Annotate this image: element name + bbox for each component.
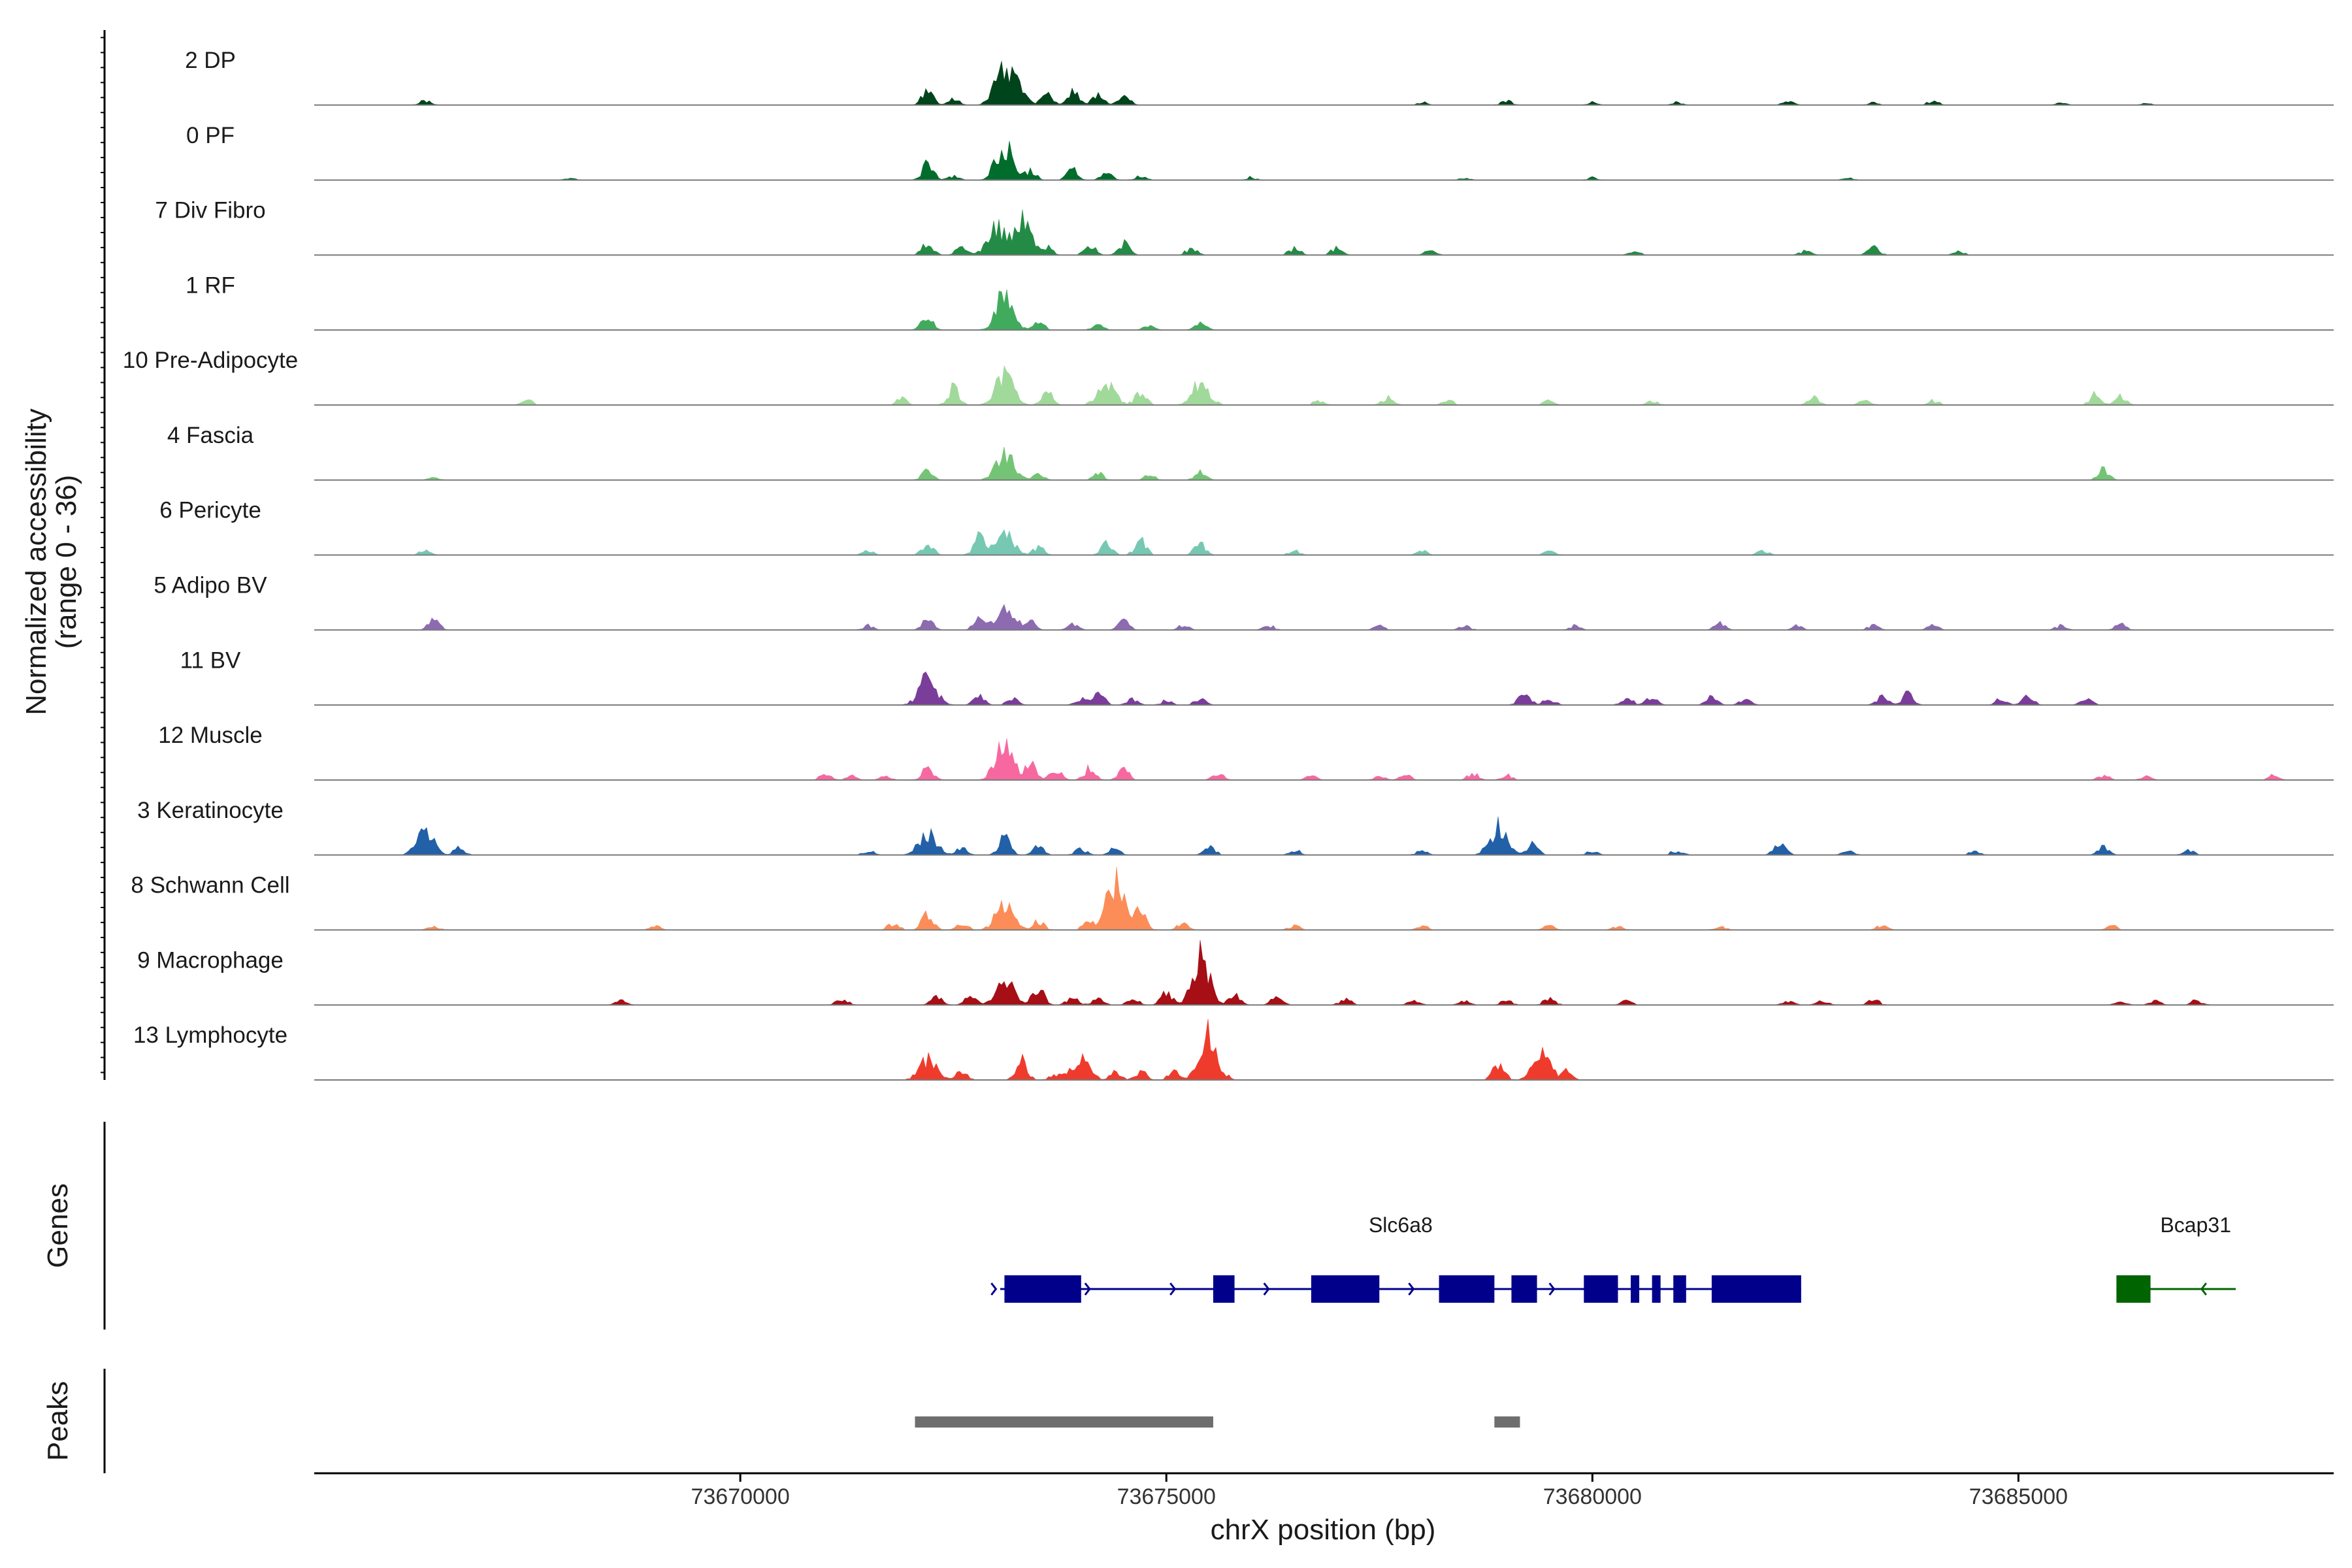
track-label: 4 Fascia — [167, 423, 254, 448]
track-label: 8 Schwann Cell — [131, 873, 289, 898]
gene-exon — [1511, 1275, 1537, 1303]
coverage-area — [314, 1019, 2334, 1081]
coverage-track: 3 Keratinocyte — [137, 798, 2334, 856]
gene-exon — [1711, 1275, 1801, 1303]
gene-model: Slc6a8 — [990, 1213, 1801, 1303]
gene-name-label: Bcap31 — [2160, 1213, 2231, 1237]
coverage-track: 13 Lymphocyte — [133, 1019, 2334, 1081]
strand-arrow — [1548, 1282, 1556, 1296]
gene-exon — [1652, 1275, 1661, 1303]
coverage-track: 2 DP — [185, 48, 2334, 106]
coverage-track: 4 Fascia — [167, 423, 2334, 481]
coverage-area — [314, 816, 2334, 855]
coverage-area — [314, 939, 2334, 1005]
strand-arrow — [1169, 1282, 1177, 1296]
track-label: 1 RF — [186, 272, 235, 298]
strand-arrow — [1408, 1282, 1415, 1296]
coverage-area — [314, 529, 2334, 555]
coverage-track: 0 PF — [186, 123, 2334, 181]
coverage-area — [314, 866, 2334, 930]
y-axis-title: Normalized accessibility — [20, 408, 52, 715]
coverage-track: 9 Macrophage — [137, 939, 2334, 1006]
coverage-track: 12 Muscle — [158, 723, 2334, 781]
track-label: 3 Keratinocyte — [137, 798, 284, 823]
coverage-track: 11 BV — [180, 647, 2334, 706]
coverage-area — [314, 671, 2334, 706]
coverage-area — [314, 289, 2334, 331]
peaks-panel: Peaks — [42, 1369, 1520, 1473]
coverage-area — [314, 738, 2334, 781]
coverage-tracks: 2 DP 0 PF 7 Div Fibro 1 RF 10 Pre-Adipocyte 4… — [123, 48, 2334, 1081]
track-label: 2 DP — [185, 48, 236, 73]
strand-arrow — [1604, 1282, 1611, 1296]
peak-region — [1494, 1416, 1520, 1428]
track-label: 13 Lymphocyte — [133, 1022, 287, 1048]
coverage-track: 5 Adipo BV — [154, 573, 2334, 631]
x-tick-label: 73685000 — [1969, 1484, 2068, 1509]
track-label: 6 Pericyte — [159, 498, 261, 523]
strand-arrow — [990, 1282, 998, 1296]
peaks-panel-label: Peaks — [42, 1381, 74, 1461]
track-label: 11 BV — [180, 647, 241, 673]
gene-exon — [1004, 1275, 1081, 1303]
gene-model: Bcap31 — [2116, 1213, 2236, 1303]
gene-exon — [1673, 1275, 1686, 1303]
track-label: 0 PF — [186, 123, 235, 148]
coverage-track: 7 Div Fibro — [155, 198, 2334, 256]
x-tick-label: 73670000 — [691, 1484, 789, 1509]
coverage-track: 1 RF — [186, 272, 2334, 331]
genes-panel-label: Genes — [42, 1183, 74, 1268]
coverage-track: 10 Pre-Adipocyte — [123, 348, 2334, 406]
y-axis-range-label: (range 0 - 36) — [50, 475, 82, 649]
coverage-track: 8 Schwann Cell — [131, 866, 2334, 931]
coverage-area — [314, 61, 2334, 106]
coverage-area — [314, 140, 2334, 180]
gene-exon — [1311, 1275, 1380, 1303]
gene-exon — [1584, 1275, 1618, 1303]
track-label: 5 Adipo BV — [154, 573, 267, 598]
x-axis: 73670000 73675000 73680000 73685000 chrX po… — [314, 1472, 2334, 1546]
track-label: 12 Muscle — [158, 723, 263, 748]
coverage-area — [314, 209, 2334, 255]
coverage-area — [314, 604, 2334, 630]
track-label: 7 Div Fibro — [155, 198, 265, 223]
strand-arrow — [1084, 1282, 1091, 1296]
gene-exon — [2116, 1275, 2151, 1303]
x-axis-title: chrX position (bp) — [1211, 1514, 1436, 1546]
track-label: 9 Macrophage — [137, 947, 284, 973]
gene-exon — [1439, 1275, 1495, 1303]
coverage-track: 6 Pericyte — [159, 498, 2334, 556]
coverage-area — [314, 365, 2334, 406]
track-label: 10 Pre-Adipocyte — [123, 348, 298, 373]
gene-exon — [1213, 1275, 1235, 1303]
x-tick-label: 73675000 — [1117, 1484, 1216, 1509]
coverage-area — [314, 446, 2334, 481]
gene-name-label: Slc6a8 — [1369, 1213, 1433, 1237]
strand-arrow — [1263, 1282, 1270, 1296]
x-tick-label: 73680000 — [1543, 1484, 1642, 1509]
genes-panel: Genes Slc6a8 Bcap31 — [42, 1122, 2236, 1330]
strand-arrow — [2200, 1282, 2208, 1296]
gene-exon — [1631, 1275, 1640, 1303]
coverage-y-axis — [101, 30, 106, 1080]
peak-region — [915, 1416, 1213, 1428]
